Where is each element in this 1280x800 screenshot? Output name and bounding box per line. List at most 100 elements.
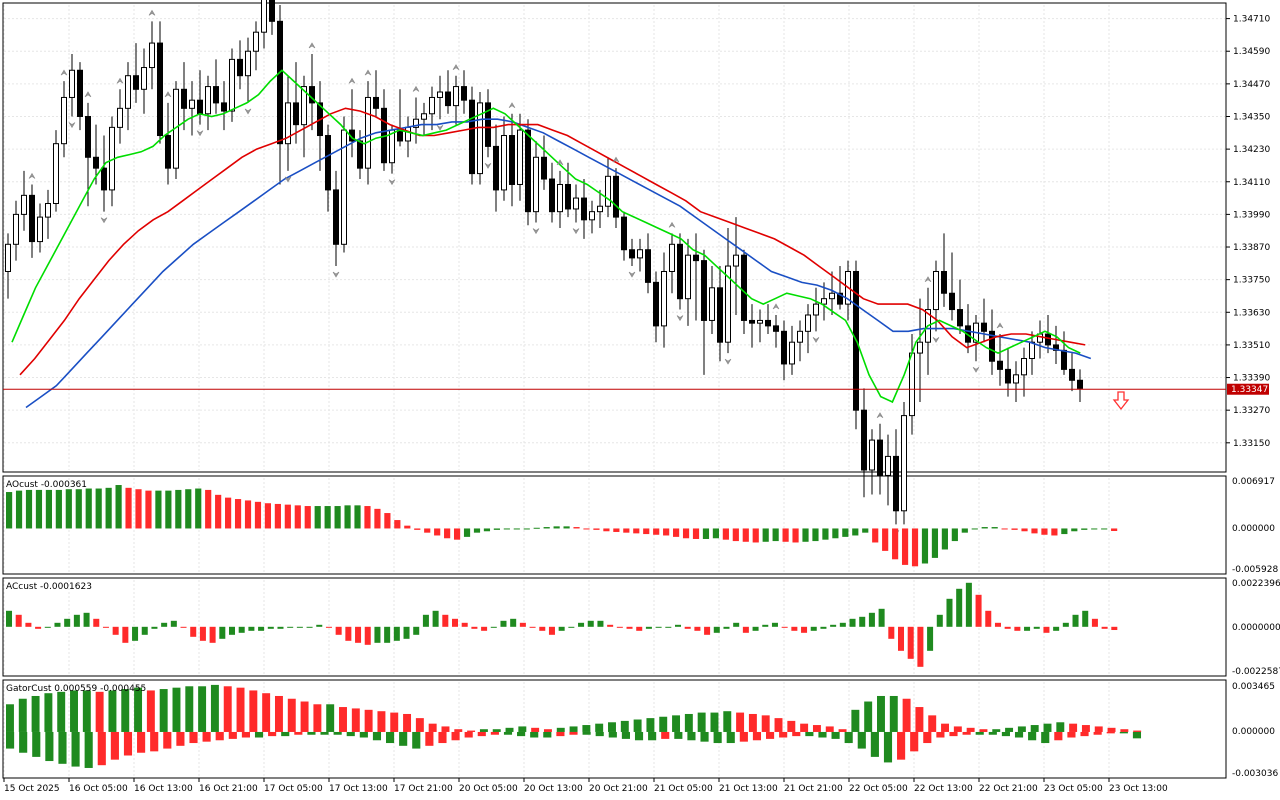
- fractal-down-icon: [532, 228, 540, 235]
- gator-up-bar: [710, 712, 719, 732]
- ao-bar: [1041, 528, 1048, 535]
- gator-down-bar: [818, 731, 827, 738]
- ac-bar: [704, 626, 711, 635]
- time-tick-label: 15 Oct 2025: [4, 784, 60, 794]
- time-tick-label: 21 Oct 05:00: [654, 784, 713, 794]
- ac-bar: [413, 626, 420, 635]
- gator-down-bar: [477, 731, 486, 737]
- ao-bar: [583, 528, 590, 530]
- ac-bar: [936, 614, 943, 627]
- ac-bar: [665, 626, 672, 628]
- bull-candle: [1021, 358, 1027, 376]
- ao-bar: [961, 528, 968, 533]
- ac-bar: [296, 626, 303, 628]
- fractal-down-icon: [676, 315, 684, 322]
- bull-candle: [365, 96, 371, 169]
- gator-up-bar: [582, 725, 591, 732]
- gator-down-bar: [792, 731, 801, 737]
- bull-candle: [557, 183, 563, 213]
- fractal-up-icon: [164, 91, 172, 98]
- ao-panel[interactable]: [2, 475, 1227, 575]
- gator-down-bar: [805, 731, 814, 737]
- ao-bar: [35, 489, 43, 529]
- ao-bar: [732, 528, 739, 542]
- bull-candle: [229, 58, 235, 112]
- bear-candle: [85, 115, 91, 158]
- gator-up-bar: [415, 718, 424, 732]
- ao-bar: [85, 488, 92, 529]
- ac-bar: [345, 626, 352, 641]
- ao-bar: [1061, 528, 1068, 535]
- bull-candle: [797, 330, 803, 343]
- ac-panel[interactable]: [2, 577, 1227, 677]
- gator-down-bar: [752, 731, 762, 741]
- gator-down-bar: [923, 731, 932, 744]
- time-tick-label: 17 Oct 21:00: [394, 784, 453, 794]
- price-tick-label: 1.33390: [1233, 374, 1270, 384]
- ao-bar: [613, 528, 620, 532]
- fractal-down-icon: [572, 228, 580, 235]
- ao-bar: [483, 528, 491, 532]
- bull-candle: [69, 69, 75, 98]
- ac-bar: [238, 626, 245, 633]
- bull-candle: [13, 213, 19, 245]
- ac-bar: [199, 626, 206, 641]
- bull-candle: [245, 50, 251, 77]
- ac-bar: [1101, 626, 1108, 629]
- ac-tick-zero: 0.0000000: [1232, 623, 1280, 633]
- ac-bar: [975, 594, 982, 627]
- price-tick-label: 1.33870: [1233, 243, 1270, 253]
- bull-candle: [5, 243, 11, 272]
- ac-bar: [83, 612, 90, 627]
- fractal-down-icon: [932, 337, 940, 343]
- ac-bar: [452, 618, 459, 627]
- bull-candle: [733, 254, 739, 267]
- axis-labels: 1.34710 1.34590 1.34470 1.34350 1.34230 1.341…: [3, 15, 1270, 794]
- gator-up-bar: [928, 715, 937, 732]
- gator-up-bar: [198, 686, 207, 732]
- ac-bar: [64, 618, 71, 627]
- ao-bar: [404, 525, 411, 529]
- gator-down-bar: [110, 731, 119, 760]
- time-tick-label: 21 Oct 21:00: [784, 784, 843, 794]
- gator-panel[interactable]: [2, 679, 1227, 779]
- bull-candle: [341, 129, 347, 245]
- bear-candle: [197, 99, 203, 115]
- fractal-down-icon: [68, 122, 76, 129]
- ac-bar: [907, 626, 914, 659]
- fractal-up-icon: [508, 102, 516, 109]
- ac-bar: [888, 626, 895, 639]
- price-tick-label: 1.34110: [1233, 178, 1270, 188]
- gator-down-bar: [490, 731, 499, 735]
- gator-up-bar: [274, 695, 283, 732]
- bear-candle: [493, 145, 499, 191]
- ao-bar: [493, 528, 500, 530]
- gator-up-bar: [787, 720, 796, 732]
- gator-down-bar: [163, 731, 172, 749]
- ac-bar: [781, 626, 788, 628]
- bull-candle: [533, 156, 539, 213]
- main-price-panel[interactable]: [2, 2, 1227, 473]
- gator-down-bar: [294, 731, 303, 735]
- ao-bar: [364, 506, 371, 529]
- gator-up-bar: [441, 726, 450, 732]
- price-tick-label: 1.33150: [1233, 439, 1270, 449]
- ac-bar: [946, 598, 953, 627]
- gator-down-bar: [844, 731, 853, 744]
- ao-bar: [872, 528, 879, 543]
- ac-bar: [1024, 626, 1031, 631]
- gator-down-bar: [1080, 731, 1089, 737]
- bear-candle: [461, 86, 467, 101]
- price-tick-label: 1.34590: [1233, 47, 1270, 57]
- ac-bar: [35, 626, 42, 629]
- gator-down-bar: [713, 731, 722, 744]
- bear-candle: [645, 249, 651, 283]
- gator-up-bar: [966, 727, 975, 732]
- sma-fast-line: [11, 69, 1081, 404]
- ao-bar: [623, 528, 630, 533]
- gator-down-bar: [451, 731, 460, 741]
- gator-down-bar: [897, 731, 906, 760]
- gator-down-bar: [1067, 731, 1076, 738]
- ac-bar: [335, 626, 342, 635]
